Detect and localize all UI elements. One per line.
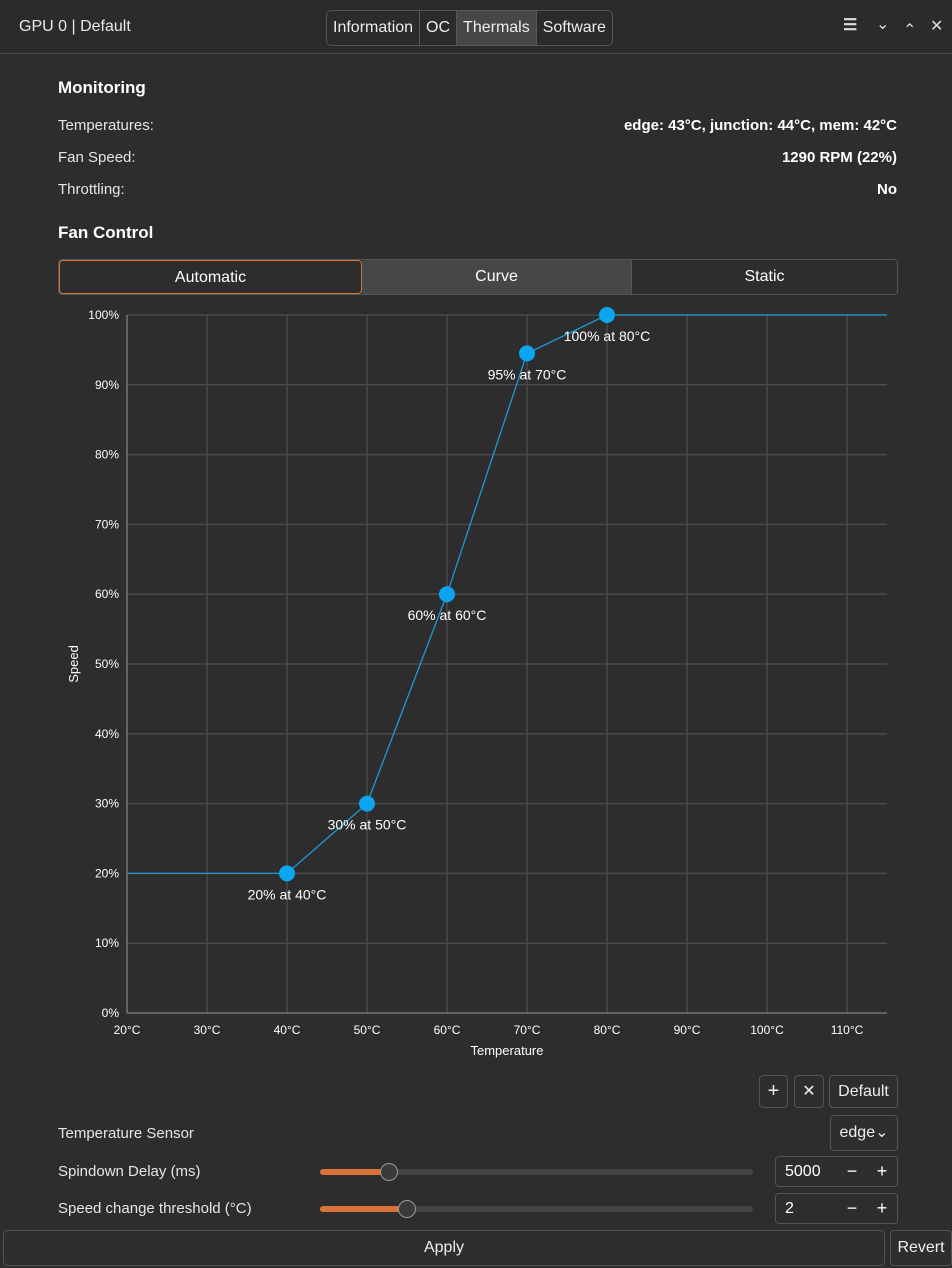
close-icon[interactable]: ✕ (930, 18, 944, 35)
throttling-value: No (877, 181, 897, 198)
fan-mode-selector: Automatic Curve Static (58, 259, 898, 295)
threshold-spinbox[interactable]: 2 − + (775, 1193, 898, 1224)
tab-oc[interactable]: OC (420, 11, 458, 45)
curve-point[interactable] (519, 345, 535, 362)
mode-static[interactable]: Static (744, 268, 785, 285)
y-tick-label: 90% (95, 378, 119, 392)
x-tick-label: 60°C (434, 1023, 461, 1037)
x-tick-label: 100°C (750, 1023, 784, 1037)
y-tick-label: 50% (95, 657, 119, 671)
curve-point[interactable] (439, 586, 455, 603)
window-title: GPU 0 | Default (19, 18, 131, 35)
decrement-button[interactable]: − (846, 1198, 858, 1218)
y-tick-label: 80% (95, 448, 119, 462)
maximize-icon[interactable]: ⌃ (903, 22, 917, 39)
fan-control-heading: Fan Control (58, 223, 154, 242)
x-tick-label: 80°C (594, 1023, 621, 1037)
y-tick-label: 20% (95, 866, 119, 880)
remove-point-button[interactable]: ✕ (794, 1075, 824, 1108)
sensor-value: edge (839, 1124, 876, 1141)
revert-button[interactable]: Revert (890, 1230, 952, 1266)
tab-bar: Information OC Thermals Software (326, 10, 613, 46)
throttling-label: Throttling: (58, 181, 125, 198)
point-label: 95% at 70°C (488, 366, 567, 382)
x-axis-label: Temperature (471, 1043, 544, 1058)
curve-point[interactable] (279, 865, 295, 882)
add-point-button[interactable]: + (759, 1075, 788, 1108)
mode-curve[interactable]: Curve (362, 260, 632, 294)
monitoring-heading: Monitoring (58, 78, 146, 97)
curve-point[interactable] (599, 307, 615, 323)
y-axis-label: Speed (66, 645, 81, 683)
chevron-down-icon: ⌄ (875, 1124, 889, 1141)
increment-button[interactable]: + (876, 1198, 888, 1218)
x-tick-label: 20°C (114, 1023, 141, 1037)
default-curve-button[interactable]: Default (829, 1075, 898, 1108)
x-tick-label: 70°C (514, 1023, 541, 1037)
spindown-delay-spinbox[interactable]: 5000 − + (775, 1156, 898, 1187)
y-tick-label: 60% (95, 587, 119, 601)
x-tick-label: 50°C (354, 1023, 381, 1037)
spindown-delay-label: Spindown Delay (ms) (58, 1163, 201, 1180)
mode-automatic[interactable]: Automatic (59, 260, 362, 294)
spindown-delay-slider[interactable] (320, 1163, 753, 1181)
menu-icon[interactable]: ☰ (843, 17, 858, 34)
x-tick-label: 90°C (674, 1023, 701, 1037)
point-label: 30% at 50°C (328, 817, 407, 833)
y-tick-label: 30% (95, 797, 119, 811)
decrement-button[interactable]: − (846, 1161, 858, 1181)
threshold-value[interactable]: 2 (785, 1199, 794, 1217)
temperature-sensor-dropdown[interactable]: edge⌄ (830, 1115, 898, 1151)
threshold-label: Speed change threshold (°C) (58, 1200, 252, 1217)
temperatures-value: edge: 43°C, junction: 44°C, mem: 42°C (623, 117, 897, 134)
y-tick-label: 40% (95, 727, 119, 741)
tab-thermals[interactable]: Thermals (457, 11, 537, 45)
y-tick-label: 0% (102, 1006, 120, 1020)
fan-speed-label: Fan Speed: (58, 149, 136, 166)
tab-information[interactable]: Information (327, 11, 421, 45)
spindown-value[interactable]: 5000 (785, 1162, 821, 1180)
point-label: 60% at 60°C (408, 607, 487, 623)
minimize-icon[interactable]: ⌄ (876, 16, 890, 33)
temperatures-label: Temperatures: (58, 117, 154, 134)
x-tick-label: 40°C (274, 1023, 301, 1037)
y-tick-label: 10% (95, 936, 119, 950)
curve-point[interactable] (359, 795, 375, 812)
fan-curve-chart[interactable]: 0% 10% 20% 30% 40% 50% 60% 70% 80% 90% 100% 20°C 30°… (0, 300, 952, 1065)
threshold-slider[interactable] (320, 1200, 753, 1218)
x-tick-label: 110°C (831, 1023, 864, 1037)
y-tick-label: 70% (95, 517, 119, 531)
y-tick-label: 100% (88, 308, 119, 322)
tab-software[interactable]: Software (542, 19, 606, 36)
apply-button[interactable]: Apply (3, 1230, 885, 1266)
point-label: 20% at 40°C (248, 886, 327, 902)
increment-button[interactable]: + (876, 1161, 888, 1181)
x-tick-label: 30°C (194, 1023, 221, 1037)
title-bar: GPU 0 | Default Information OC Thermals … (0, 0, 952, 54)
point-label: 100% at 80°C (564, 328, 651, 344)
temperature-sensor-label: Temperature Sensor (58, 1125, 194, 1142)
fan-speed-value: 1290 RPM (22%) (781, 149, 897, 166)
